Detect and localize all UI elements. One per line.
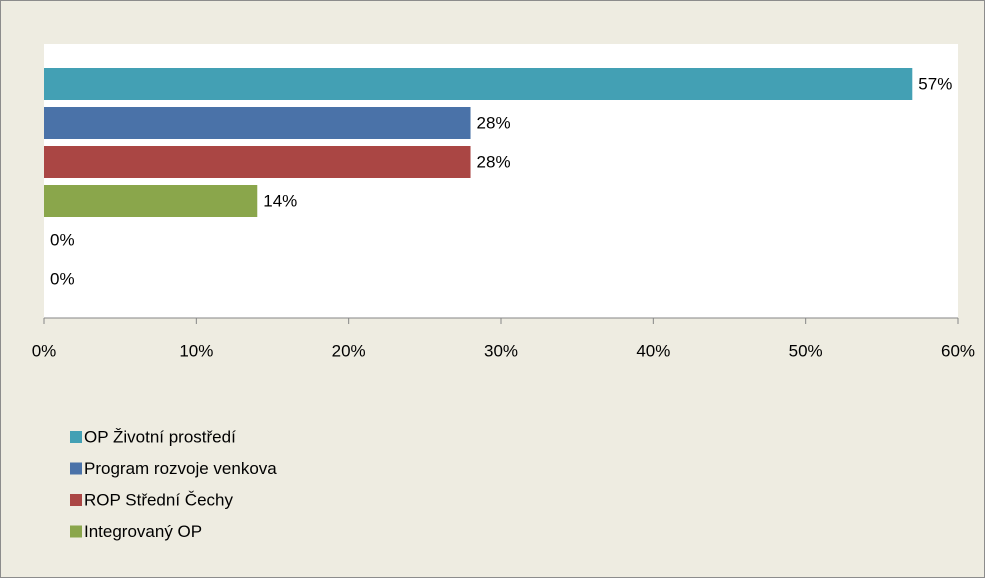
x-tick-label: 10% — [179, 341, 213, 360]
bar — [44, 68, 913, 100]
value-label: 0% — [50, 269, 75, 288]
legend-label: Integrovaný OP — [84, 522, 202, 541]
x-tick-label: 30% — [484, 341, 518, 360]
legend-swatch — [70, 431, 82, 443]
bar — [44, 107, 471, 139]
bar — [44, 185, 258, 217]
x-tick-label: 0% — [32, 341, 57, 360]
x-tick-label: 50% — [789, 341, 823, 360]
value-label: 57% — [918, 74, 952, 93]
value-label: 28% — [477, 113, 511, 132]
legend-label: ROP Střední Čechy — [84, 490, 233, 509]
x-tick-label: 20% — [332, 341, 366, 360]
value-label: 28% — [477, 152, 511, 171]
bar — [44, 146, 471, 178]
value-label: 14% — [263, 191, 297, 210]
value-label: 0% — [50, 230, 75, 249]
x-tick-label: 40% — [636, 341, 670, 360]
legend-label: OP Životní prostředí — [84, 427, 236, 446]
legend-swatch — [70, 494, 82, 506]
x-tick-label: 60% — [941, 341, 975, 360]
legend-label: Program rozvoje venkova — [84, 459, 277, 478]
legend-swatch — [70, 525, 82, 538]
legend-swatch — [70, 462, 82, 475]
